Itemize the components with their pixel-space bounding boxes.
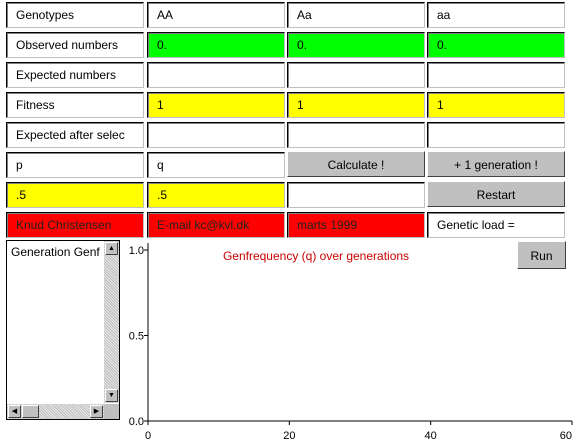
q-label: q (147, 152, 285, 178)
y-tick-label: 0.5 (129, 331, 144, 343)
genotype-aa-header: aa (427, 2, 565, 28)
run-button[interactable]: Run (517, 241, 566, 269)
p-value-input[interactable]: .5 (6, 182, 144, 208)
expected-after-aa-field (427, 122, 565, 148)
fitness-AA-input[interactable]: 1 (147, 92, 285, 118)
generation-list[interactable]: Generation Genf ▲ ▼ ◀ ▶ (6, 240, 120, 420)
x-tick-label: 20 (283, 430, 295, 442)
scroll-left-icon[interactable]: ◀ (8, 405, 21, 418)
y-tick-label: 0.0 (129, 416, 144, 428)
x-tick-label: 60 (560, 430, 572, 442)
genotype-Aa-header: Aa (287, 2, 425, 28)
scroll-right-icon[interactable]: ▶ (90, 405, 103, 418)
scroll-up-icon[interactable]: ▲ (105, 242, 118, 255)
calculate-button[interactable]: Calculate ! (287, 151, 425, 177)
fitness-label: Fitness (6, 92, 144, 118)
expected-AA-field (147, 62, 285, 88)
q-value-input[interactable]: .5 (147, 182, 285, 208)
expected-after-Aa-field (287, 122, 425, 148)
genotype-AA-header: AA (147, 2, 285, 28)
genotypes-header: Genotypes (6, 2, 144, 28)
p-label: p (6, 152, 144, 178)
observed-aa-input[interactable]: 0. (427, 32, 565, 58)
observed-AA-input[interactable]: 0. (147, 32, 285, 58)
generation-list-header: Generation Genf (11, 245, 100, 259)
gene-frequency-chart: 0.0 0.5 1.0 0 20 40 60 Genfrequency (q) over … (129, 243, 573, 442)
genetic-load-field: Genetic load = (427, 212, 565, 238)
observed-Aa-input[interactable]: 0. (287, 32, 425, 58)
email-field: E-mail kc@kvl.dk (147, 212, 285, 238)
next-generation-button[interactable]: + 1 generation ! (427, 151, 565, 177)
y-tick-label: 1.0 (129, 245, 144, 257)
scroll-down-icon[interactable]: ▼ (105, 389, 118, 402)
author-field: Knud Christensen (6, 212, 144, 238)
x-tick-label: 0 (145, 430, 151, 442)
vertical-scrollbar[interactable]: ▲ ▼ (104, 241, 119, 403)
x-tick-label: 40 (425, 430, 437, 442)
horizontal-scrollbar[interactable]: ◀ ▶ (7, 404, 104, 419)
restart-button[interactable]: Restart (427, 181, 565, 207)
expected-aa-field (427, 62, 565, 88)
fitness-Aa-input[interactable]: 1 (287, 92, 425, 118)
expected-numbers-label: Expected numbers (6, 62, 144, 88)
scrollbar-corner (104, 404, 119, 419)
chart-title: Genfrequency (q) over generations (223, 249, 409, 263)
scroll-thumb[interactable] (22, 405, 39, 418)
expected-Aa-field (287, 62, 425, 88)
expected-after-selection-label: Expected after selec (6, 122, 144, 148)
date-field: marts 1999 (287, 212, 425, 238)
expected-after-AA-field (147, 122, 285, 148)
result-field (287, 182, 425, 208)
observed-numbers-label: Observed numbers (6, 32, 144, 58)
fitness-aa-input[interactable]: 1 (427, 92, 565, 118)
